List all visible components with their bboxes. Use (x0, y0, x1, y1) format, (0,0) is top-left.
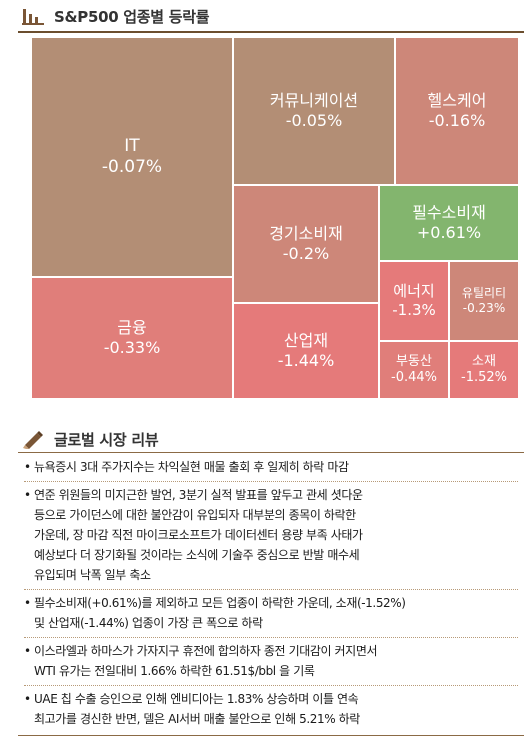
news-divider (24, 589, 518, 590)
sector-name: IT (124, 135, 140, 156)
list-item: • 이스라엘과 하마스가 가자지구 휴전에 합의하자 종전 기대감이 커지면서 … (24, 641, 518, 681)
sector-change: -0.16% (428, 111, 486, 130)
list-item: • UAE 칩 수출 승인으로 인해 엔비디아는 1.83% 상승하며 이틀 연… (24, 689, 518, 729)
sector-name: 소재 (472, 353, 496, 369)
sector-name: 커뮤니케이션 (269, 91, 359, 110)
news-divider (24, 685, 518, 686)
sector-name: 필수소비재 (412, 203, 486, 222)
bullet: • (24, 488, 31, 502)
sector-section-header: S&P500 업종별 등락률 (22, 4, 210, 28)
sector-tile-healthcare: 헬스케어 -0.16% (394, 36, 520, 186)
bullet: • (24, 644, 31, 658)
bar-chart-icon (22, 9, 44, 25)
sector-change: -1.44% (277, 351, 335, 370)
sector-treemap: IT -0.07% 커뮤니케이션 -0.05% 헬스케어 -0.16% 경기소비… (22, 34, 522, 400)
sector-tile-consumer-discretionary: 경기소비재 -0.2% (232, 184, 380, 304)
sector-change: +0.61% (416, 223, 482, 242)
bullet: • (24, 460, 31, 474)
sector-name: 산업재 (283, 331, 329, 350)
sector-tile-consumer-staples: 필수소비재 +0.61% (378, 184, 520, 262)
sector-name: 유틸리티 (461, 286, 507, 300)
list-item: • 필수소비재(+0.61%)를 제외하고 모든 업종이 하락한 가운데, 소재… (24, 593, 518, 633)
market-review-header: 글로벌 시장 리뷰 (22, 427, 159, 451)
news-divider (24, 481, 518, 482)
sector-tile-utilities: 유틸리티 -0.23% (448, 260, 520, 342)
sector-tile-materials: 소재 -1.52% (448, 340, 520, 400)
sector-tile-financials: 금융 -0.33% (30, 276, 234, 400)
sector-name: 부동산 (396, 353, 432, 369)
sector-change: -0.23% (462, 301, 506, 315)
sector-change: -0.05% (285, 111, 343, 130)
sector-tile-communication: 커뮤니케이션 -0.05% (232, 36, 396, 186)
sector-tile-it: IT -0.07% (30, 36, 234, 278)
sector-change: -1.52% (461, 370, 507, 385)
news-divider (24, 637, 518, 638)
section-divider (18, 31, 524, 33)
bullet: • (24, 596, 31, 610)
list-item: • 뉴욕증시 3대 주가지수는 차익실현 매물 출회 후 일제히 하락 마감 (24, 457, 518, 477)
sector-change: -0.2% (282, 244, 330, 263)
sector-tile-real-estate: 부동산 -0.44% (378, 340, 450, 400)
sector-tile-energy: 에너지 -1.3% (378, 260, 450, 342)
sector-change: -0.33% (103, 338, 161, 357)
market-review-title: 글로벌 시장 리뷰 (54, 430, 159, 449)
sector-name: 경기소비재 (269, 224, 343, 243)
market-review-list: • 뉴욕증시 3대 주가지수는 차익실현 매물 출회 후 일제히 하락 마감 •… (18, 452, 524, 736)
sector-change: -0.07% (101, 157, 163, 177)
sector-name: 헬스케어 (427, 91, 487, 110)
sector-change: -0.44% (391, 370, 437, 385)
sector-section-title: S&P500 업종별 등락률 (54, 7, 210, 26)
sector-name: 에너지 (393, 282, 435, 301)
bullet: • (24, 692, 31, 706)
list-item: • 연준 위원들의 미지근한 발언, 3분기 실적 발표를 앞두고 관세 셧다운… (24, 485, 518, 585)
sector-tile-industrials: 산업재 -1.44% (232, 302, 380, 400)
sector-name: 금융 (117, 318, 147, 337)
sector-change: -1.3% (392, 301, 436, 319)
pencil-icon (23, 431, 43, 449)
